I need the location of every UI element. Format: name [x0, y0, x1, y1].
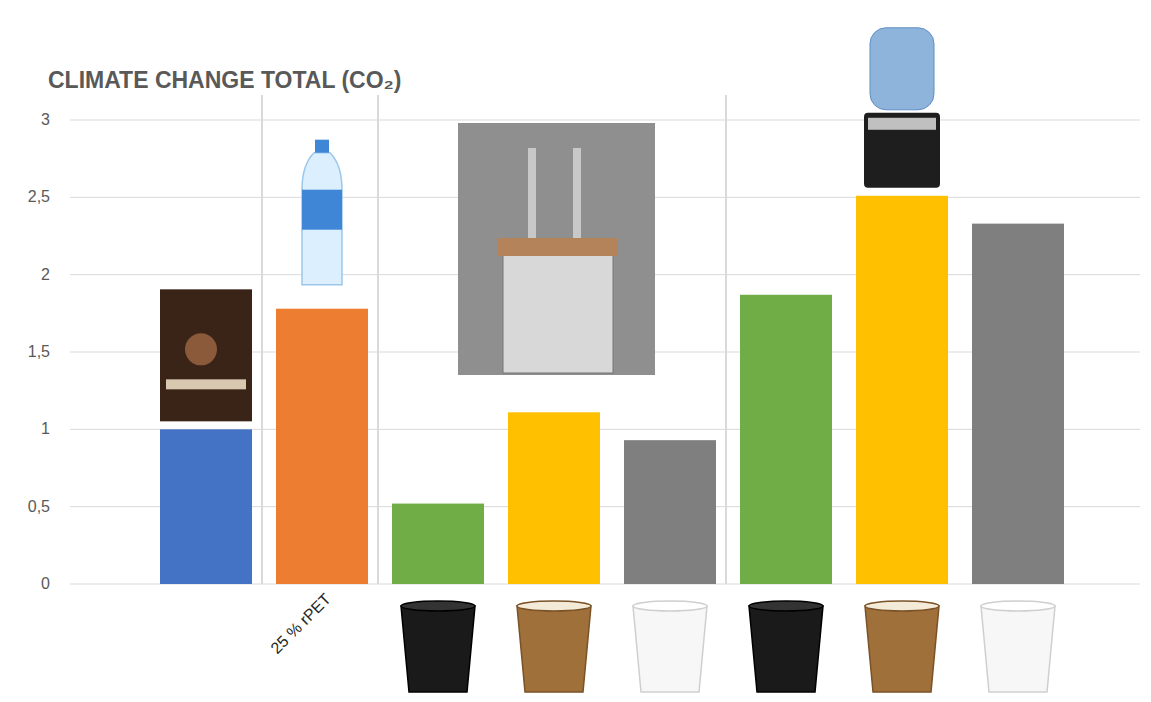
cup-rim	[517, 601, 591, 611]
tap-photo	[458, 123, 655, 375]
y-tick-label: 2,5	[28, 188, 50, 205]
bar	[276, 309, 368, 584]
grid-line	[70, 120, 1140, 121]
cooler-panel	[868, 118, 936, 130]
cup-icon	[865, 606, 939, 692]
poster-icon	[160, 289, 252, 421]
chart-title: CLIMATE CHANGE TOTAL (CO₂)	[48, 67, 402, 93]
y-tick-label: 3	[41, 111, 50, 128]
bottle-cap	[315, 140, 329, 153]
bar	[856, 196, 948, 584]
bar	[160, 429, 252, 584]
cup-rim	[401, 601, 475, 611]
bar	[972, 224, 1064, 584]
tap-pole	[528, 148, 536, 238]
group-separator	[261, 95, 263, 584]
y-tick-label: 1	[41, 420, 50, 437]
group-separator	[377, 95, 379, 584]
cup-icon	[749, 606, 823, 692]
cooler-base	[864, 113, 940, 188]
grid	[70, 120, 1140, 584]
poster-figure	[185, 333, 217, 365]
chart: CLIMATE CHANGE TOTAL (CO₂) 0 0,5 1 1,5 2 2,5 3 2…	[0, 0, 1151, 702]
poster-band	[166, 379, 246, 389]
y-tick-label: 1,5	[28, 343, 50, 360]
bottle-label	[302, 190, 342, 230]
cup-icon	[401, 606, 475, 692]
bars	[160, 196, 1064, 584]
cup-icon	[633, 606, 707, 692]
bottle-icon	[302, 153, 342, 285]
cup-rim	[865, 601, 939, 611]
x-tick-label: 25 % rPET	[267, 590, 334, 657]
tap-pole	[573, 148, 581, 238]
cup-icon	[981, 606, 1055, 692]
cooler-jug	[870, 28, 934, 110]
cup-rim	[981, 601, 1055, 611]
tap-top	[498, 238, 618, 256]
bar	[392, 504, 484, 584]
bar	[740, 295, 832, 584]
y-tick-label: 2	[41, 266, 50, 283]
tap-cabinet	[503, 253, 613, 373]
group-separator	[725, 95, 727, 584]
bar	[624, 440, 716, 584]
bar	[508, 412, 600, 584]
cup-rim	[633, 601, 707, 611]
cup-rim	[749, 601, 823, 611]
cup-icon	[517, 606, 591, 692]
y-tick-label: 0,5	[28, 498, 50, 515]
y-tick-label: 0	[41, 575, 50, 592]
